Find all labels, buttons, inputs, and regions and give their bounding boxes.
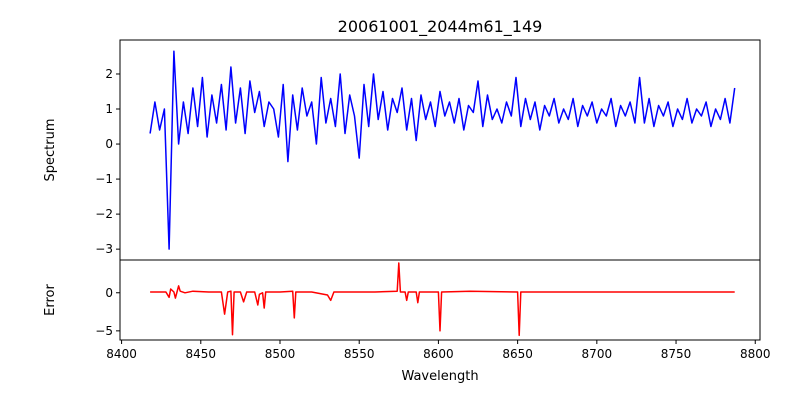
y-axis-label-spectrum: Spectrum [43,119,58,182]
spectrum-ytick-label: 1 [105,102,113,116]
xtick-label: 8550 [344,347,375,361]
xtick-label: 8800 [740,347,771,361]
error-ytick-label: −5 [95,324,113,338]
error-series-line [150,262,735,337]
spectrum-axes-frame [119,39,761,261]
x-axis-label: Wavelength [401,369,478,384]
spectrum-series-line [149,50,736,250]
spectrum-ytick-label: −3 [95,242,113,256]
spectrum-ytick-label: 2 [105,67,113,81]
error-axes-frame [119,259,761,341]
xtick-label: 8600 [423,347,454,361]
error-ytick-label: 0 [105,286,113,300]
xtick-label: 8400 [106,347,137,361]
spectrum-ytick-label: 0 [105,137,113,151]
spectrum-ytick-label: −1 [95,172,113,186]
xtick-label: 8450 [186,347,217,361]
xtick-label: 8700 [582,347,613,361]
spectrum-ytick-label: −2 [95,207,113,221]
y-axis-label-error: Error [43,284,58,316]
xtick-label: 8500 [265,347,296,361]
xtick-label: 8650 [502,347,533,361]
chart-title: 20061001_2044m61_149 [338,17,543,37]
xtick-label: 8750 [661,347,692,361]
